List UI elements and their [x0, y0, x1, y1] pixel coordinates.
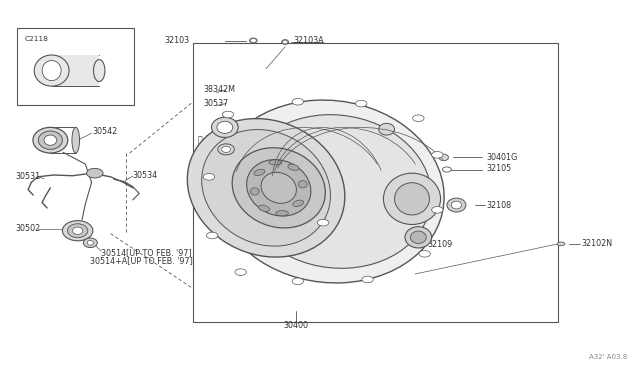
Circle shape [292, 278, 303, 285]
Text: 32105: 32105 [291, 233, 317, 242]
Ellipse shape [33, 127, 68, 153]
Ellipse shape [217, 121, 233, 134]
Circle shape [283, 41, 287, 44]
Ellipse shape [246, 160, 311, 216]
Ellipse shape [67, 224, 88, 238]
Ellipse shape [410, 231, 426, 244]
Text: 30542: 30542 [93, 127, 118, 136]
Ellipse shape [254, 169, 265, 176]
Ellipse shape [72, 127, 79, 153]
Text: 30401G: 30401G [486, 153, 518, 162]
Text: 32108: 32108 [486, 201, 511, 209]
Text: 32102N: 32102N [581, 240, 612, 248]
Text: (1): (1) [212, 143, 223, 152]
Ellipse shape [447, 198, 466, 212]
Ellipse shape [44, 135, 57, 145]
Ellipse shape [292, 200, 303, 206]
Bar [17, 28, 134, 105]
Text: 30502: 30502 [15, 224, 41, 233]
Ellipse shape [405, 227, 431, 248]
Ellipse shape [259, 205, 269, 211]
Ellipse shape [188, 119, 345, 257]
Ellipse shape [261, 172, 296, 203]
Ellipse shape [72, 227, 83, 234]
Ellipse shape [87, 240, 93, 245]
Ellipse shape [221, 146, 230, 153]
Ellipse shape [269, 160, 282, 165]
Circle shape [86, 169, 103, 178]
Ellipse shape [379, 124, 394, 135]
Ellipse shape [218, 144, 234, 155]
Text: 30400: 30400 [284, 321, 308, 330]
Text: 30514+A[UP TO FEB. '97]: 30514+A[UP TO FEB. '97] [90, 257, 193, 266]
Ellipse shape [34, 55, 69, 86]
Circle shape [431, 206, 443, 213]
Ellipse shape [63, 221, 93, 241]
Text: 32103A: 32103A [293, 36, 324, 45]
Text: 30531: 30531 [15, 172, 40, 181]
Circle shape [362, 276, 373, 283]
Circle shape [317, 219, 329, 226]
Text: 32103: 32103 [165, 36, 190, 45]
Text: 30514[UP TO FEB. '97]: 30514[UP TO FEB. '97] [101, 248, 192, 257]
Text: 30537: 30537 [204, 99, 228, 108]
Ellipse shape [298, 180, 307, 188]
Ellipse shape [557, 242, 565, 246]
Circle shape [204, 174, 214, 180]
Ellipse shape [439, 154, 449, 161]
Circle shape [250, 39, 257, 42]
Text: 30401J: 30401J [314, 214, 341, 223]
Ellipse shape [250, 188, 259, 195]
Ellipse shape [232, 148, 325, 228]
Bar [52, 55, 99, 86]
Ellipse shape [282, 39, 289, 44]
Ellipse shape [215, 100, 444, 283]
Bar [193, 43, 558, 321]
Text: 32109: 32109 [428, 240, 453, 249]
Circle shape [207, 232, 218, 239]
Ellipse shape [38, 131, 63, 149]
Circle shape [356, 100, 367, 107]
Ellipse shape [42, 61, 61, 81]
Ellipse shape [451, 201, 461, 209]
Ellipse shape [211, 117, 238, 137]
Circle shape [419, 250, 430, 257]
Text: Ⓦ 08915-1401A: Ⓦ 08915-1401A [198, 134, 259, 143]
Ellipse shape [83, 238, 97, 247]
Ellipse shape [276, 211, 289, 216]
Circle shape [413, 115, 424, 122]
Circle shape [292, 99, 303, 105]
Circle shape [222, 111, 234, 118]
Circle shape [235, 269, 246, 275]
Text: 30534: 30534 [133, 170, 158, 180]
Ellipse shape [383, 173, 440, 224]
Text: C2118: C2118 [24, 36, 49, 42]
Ellipse shape [288, 164, 299, 170]
Circle shape [431, 151, 443, 158]
Ellipse shape [241, 115, 431, 268]
Text: 38342M: 38342M [204, 86, 236, 94]
Ellipse shape [250, 38, 257, 43]
Text: 32105: 32105 [486, 164, 511, 173]
Ellipse shape [394, 183, 429, 215]
Circle shape [442, 167, 451, 172]
Ellipse shape [202, 129, 330, 246]
Ellipse shape [93, 60, 105, 81]
Text: A32' A03.8: A32' A03.8 [589, 354, 628, 360]
